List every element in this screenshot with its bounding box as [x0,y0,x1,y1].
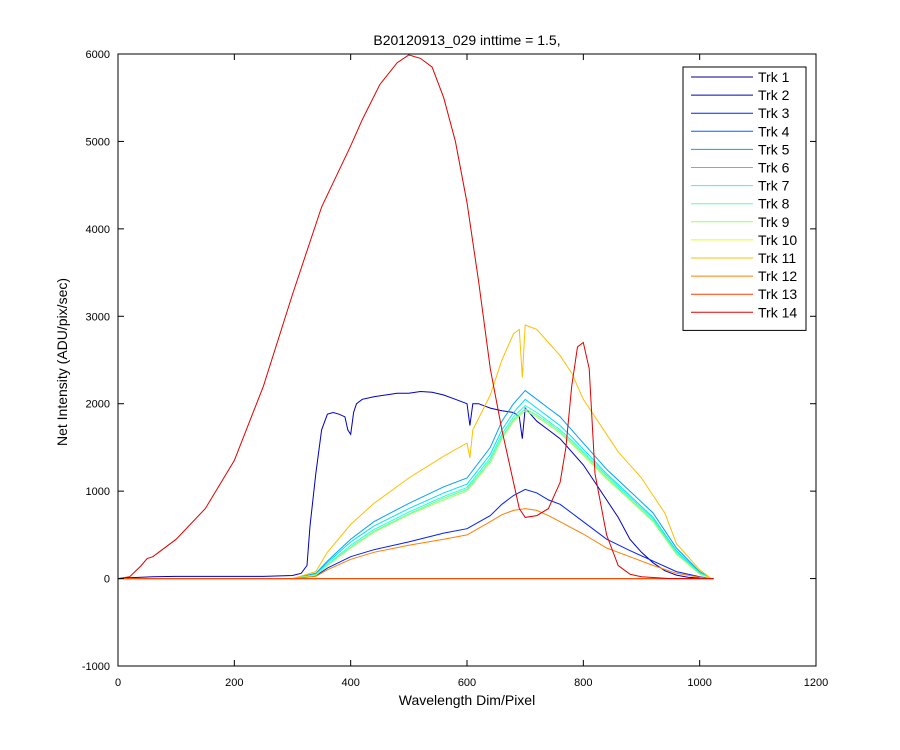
series-line-trk-11 [118,324,712,580]
y-tick-label: 3000 [86,311,110,323]
axis-ticks: 0 200 400 600 800 1000 1200 -1000 0 1000 2000 3000 4… [82,49,828,689]
legend-label-trk-10: Trk 10 [758,232,797,248]
x-tick-label: 400 [341,677,359,689]
legend-label-trk-12: Trk 12 [758,268,797,284]
legend-label-trk-5: Trk 5 [758,141,790,157]
x-tick-label: 200 [225,677,243,689]
x-tick-label: 1000 [687,677,711,689]
legend-label-trk-14: Trk 14 [758,304,797,320]
legend-label-trk-6: Trk 6 [758,160,790,176]
legend-label-trk-4: Trk 4 [758,123,790,139]
chart-title: B20120913_029 inttime = 1.5, [373,32,560,48]
legend: Trk 1 Trk 2 Trk 3 Trk 4 Trk 5 Trk 6 Trk 7 Trk 8… [682,66,807,331]
legend-label-trk-8: Trk 8 [758,196,790,212]
y-tick-label: 4000 [86,224,110,236]
series-line-trk-5 [118,389,712,580]
legend-label-trk-13: Trk 13 [758,286,797,302]
series-line-trk-6 [118,398,712,580]
legend-label-trk-1: Trk 1 [758,69,790,85]
series-line-trk-7 [118,404,712,580]
legend-label-trk-9: Trk 9 [758,214,790,230]
x-tick-label: 1200 [804,677,828,689]
x-axis-label: Wavelength Dim/Pixel [399,692,535,708]
x-tick-label: 600 [458,677,476,689]
y-axis-label: Net Intensity (ADU/pix/sec) [54,278,70,446]
series-line-trk-2 [117,390,712,580]
legend-box [682,66,807,331]
series-layer [117,54,714,580]
x-tick-label: 800 [574,677,592,689]
y-tick-label: 6000 [86,49,110,61]
legend-label-trk-11: Trk 11 [758,250,796,266]
legend-label-trk-7: Trk 7 [758,178,790,194]
legend-label-trk-2: Trk 2 [758,87,790,103]
y-tick-label: 2000 [86,399,110,411]
series-line-trk-3 [118,488,712,580]
series-line-trk-14 [117,54,714,580]
y-tick-label: -1000 [82,661,110,673]
series-line-trk-8 [118,408,712,580]
y-tick-label: 5000 [86,136,110,148]
y-tick-label: 1000 [86,486,110,498]
y-tick-label: 0 [104,574,110,586]
x-tick-label: 0 [115,677,121,689]
series-line-trk-9 [118,410,712,580]
legend-label-trk-3: Trk 3 [758,105,790,121]
